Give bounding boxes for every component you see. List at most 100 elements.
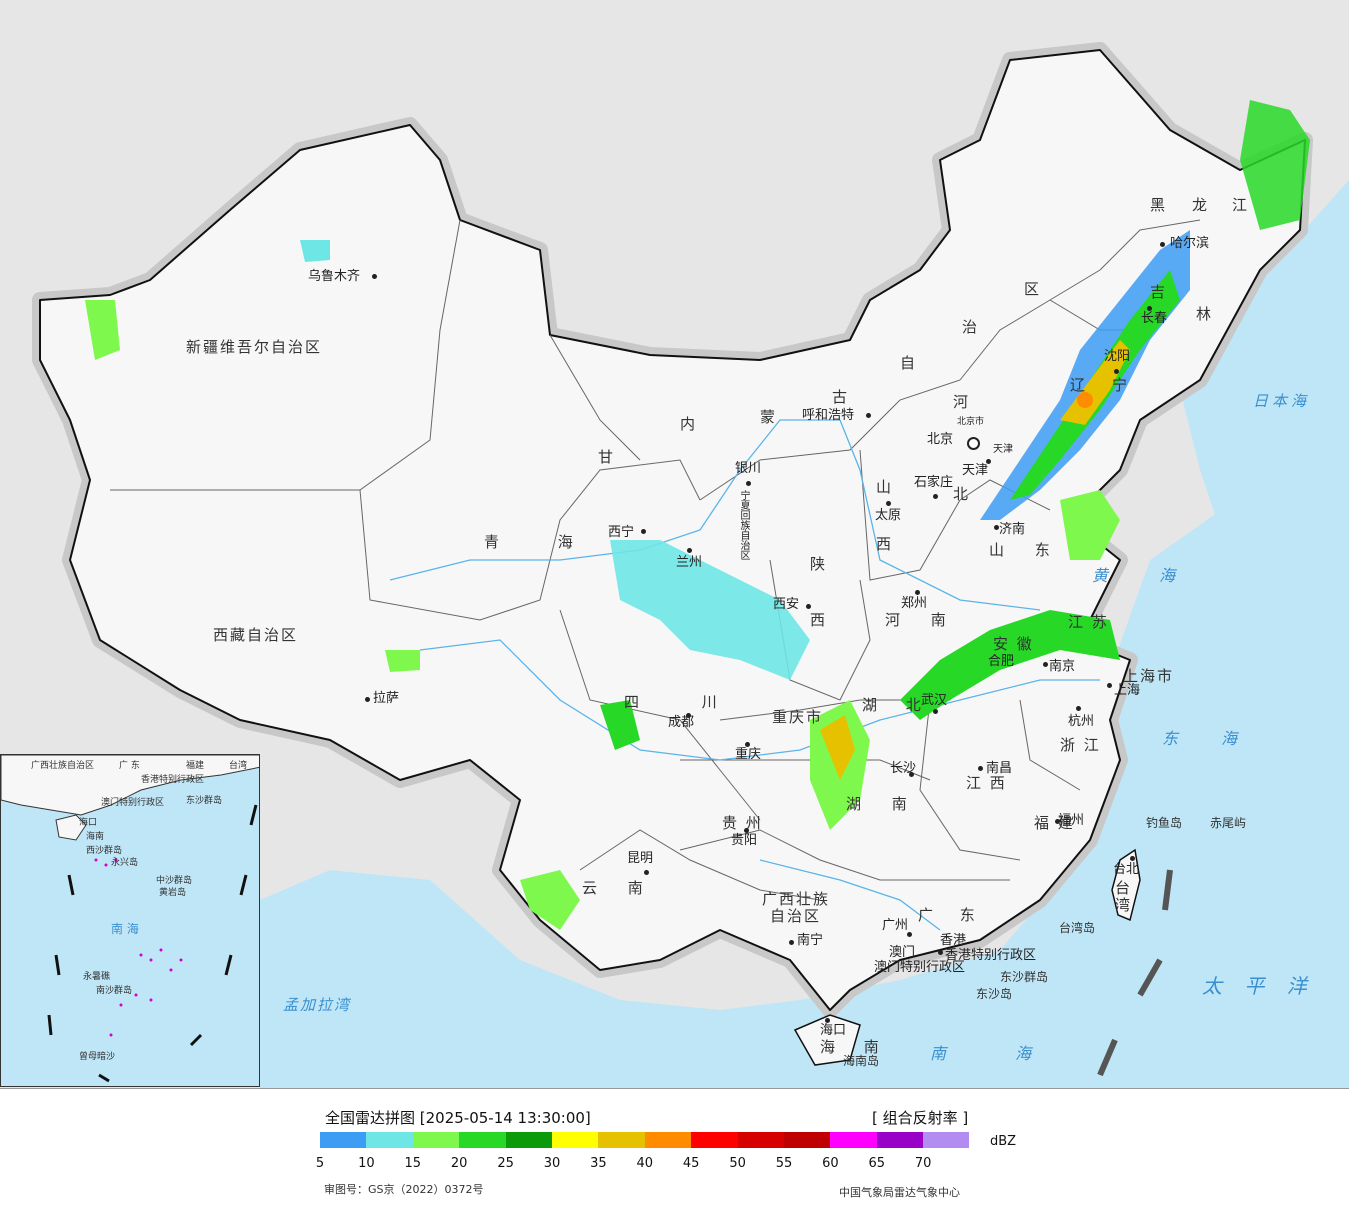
- province-label-heilongjiang-1: 黑: [1150, 196, 1168, 214]
- city-label-taipei: 台北: [1113, 862, 1140, 877]
- legend-swatch: [830, 1132, 877, 1148]
- city-dot-jinan: [994, 525, 999, 530]
- city-dot-shijiazhuang: [933, 494, 938, 499]
- city-dot-harbin: [1160, 242, 1165, 247]
- province-label-taiwan: 台湾: [1113, 880, 1131, 914]
- inset-label-hainan: 海南: [86, 832, 105, 842]
- province-label-xinjiang: 新疆维吾尔自治区: [186, 338, 323, 356]
- inset-label-guangxi: 广西壮族自治区: [31, 761, 95, 771]
- city-label-tianjin: 天津: [962, 463, 989, 478]
- inset-label-fujian: 福建: [186, 761, 205, 771]
- inset-label-haikou: 海口: [79, 818, 98, 828]
- legend-title: 全国雷达拼图 [2025-05-14 13:30:00]: [325, 1109, 591, 1127]
- inset-reefs: [94, 858, 183, 1037]
- inset-label-macau: 澳门特别行政区: [101, 798, 165, 808]
- inset-label-yongxing: 永兴岛: [111, 858, 139, 868]
- city-label-urumqi: 乌鲁木齐: [308, 269, 361, 284]
- province-label-gansu: 甘: [598, 448, 616, 466]
- province-label-jiangxi: 江 西: [966, 774, 1007, 792]
- city-label-changsha: 长沙: [890, 761, 917, 776]
- legend-swatch: [505, 1132, 552, 1148]
- city-label-harbin: 哈尔滨: [1170, 236, 1210, 251]
- city-label-shanghai-city: 上海: [1114, 683, 1141, 698]
- province-label-shanxi-2: 西: [876, 535, 894, 553]
- province-label-jilin-2: 林: [1196, 305, 1214, 323]
- sea-label-yellow: 黄 海: [1092, 566, 1184, 585]
- rivers: [389, 419, 1100, 931]
- island-label-dongsha-islands: 东沙群岛: [1000, 970, 1049, 984]
- city-dot-taipei: [1130, 856, 1135, 861]
- city-dot-guiyang: [744, 828, 749, 833]
- city-label-xining: 西宁: [608, 525, 635, 540]
- island-label-taiwan: 台湾岛: [1059, 921, 1096, 935]
- echo-northeast-band: [980, 230, 1190, 520]
- city-dot-yinchuan: [746, 481, 751, 486]
- legend-panel: 全国雷达拼图 [2025-05-14 13:30:00] [ 组合反射率 ] d…: [0, 1088, 1349, 1209]
- city-dot-nanning: [789, 940, 794, 945]
- island-label-diaoyu: 钓鱼岛: [1146, 816, 1183, 830]
- sea-label-south: 南 海: [930, 1044, 1040, 1063]
- province-label-xizang: 西藏自治区: [213, 626, 299, 644]
- province-label-shaanxi-2: 西: [810, 611, 828, 629]
- city-label-hefei: 合肥: [988, 654, 1015, 669]
- city-label-zhengzhou: 郑州: [901, 596, 928, 611]
- city-dot-hangzhou: [1076, 706, 1081, 711]
- echo-central-band: [900, 610, 1120, 720]
- inset-label-huangyan: 黄岩岛: [159, 888, 187, 898]
- province-label-hebei-1: 河: [953, 393, 971, 411]
- province-label-ningxia: 宁夏回族自治区: [738, 490, 749, 560]
- city-label-nanning: 南宁: [797, 933, 824, 948]
- province-label-guangxi-1: 广西壮族: [762, 890, 831, 908]
- province-label-jiangsu: 江 苏: [1068, 613, 1109, 631]
- city-label-kunming: 昆明: [627, 851, 654, 866]
- province-label-heilongjiang-2: 龙: [1192, 196, 1210, 214]
- city-label-hongkong: 香港: [940, 933, 967, 948]
- province-label-jilin-1: 吉: [1150, 283, 1168, 301]
- city-label-guangzhou: 广州: [882, 918, 909, 933]
- legend-tick: 45: [682, 1156, 700, 1171]
- province-label-guangdong: 广 东: [918, 906, 977, 924]
- province-label-heilongjiang-3: 江: [1232, 196, 1250, 214]
- city-label-shijiazhuang: 石家庄: [914, 475, 954, 490]
- city-label-lhasa: 拉萨: [373, 691, 400, 706]
- ocean-south: [260, 420, 1349, 1088]
- city-dot-xining: [641, 529, 646, 534]
- province-label-guangxi-2: 自治区: [770, 907, 822, 925]
- province-label-macau: 澳门特别行政区: [874, 960, 966, 975]
- province-label-neimenggu-5: 治: [962, 318, 980, 336]
- province-label-henan: 河 南: [885, 611, 948, 629]
- island-label-chiwei: 赤尾屿: [1210, 816, 1247, 830]
- city-label-tianjin-city: 天津: [993, 444, 1013, 455]
- legend-swatch: [598, 1132, 645, 1148]
- legend-swatch: [366, 1132, 413, 1148]
- province-label-shanxi-1: 山: [876, 478, 894, 496]
- echo-tibet: [385, 650, 420, 672]
- city-label-beijing: 北京: [927, 432, 954, 447]
- legend-tick: 30: [543, 1156, 561, 1171]
- city-dot-wuhan: [933, 709, 938, 714]
- echo-heilongjiang-east: [1240, 100, 1310, 230]
- city-label-xian: 西安: [773, 597, 800, 612]
- sea-label-pacific: 太 平 洋: [1202, 974, 1315, 998]
- city-label-chongqing: 重庆: [735, 747, 762, 762]
- map-canvas: [32, 42, 1349, 1088]
- province-label-zhejiang: 浙 江: [1060, 736, 1101, 754]
- province-label-anhui: 安 徽: [993, 635, 1034, 653]
- city-dot-hongkong: [938, 950, 943, 955]
- legend-swatch: [551, 1132, 599, 1148]
- province-label-chongqing: 重庆市: [772, 708, 824, 726]
- sea-label-bengal: 孟加拉湾: [283, 996, 352, 1014]
- legend-tick: 60: [822, 1156, 839, 1171]
- legend-tick: 25: [497, 1156, 514, 1171]
- echo-shandong: [1060, 490, 1120, 560]
- inset-label-xisha: 西沙群岛: [86, 846, 123, 856]
- city-label-hohhot: 呼和浩特: [802, 408, 855, 423]
- inset-dashes: [47, 804, 258, 1083]
- city-label-haikou: 海口: [820, 1023, 847, 1038]
- island-label-hainan: 海南岛: [843, 1054, 880, 1068]
- city-dot-tianjin: [986, 459, 991, 464]
- legend-tick: 55: [775, 1156, 793, 1171]
- city-label-taiyuan: 太原: [875, 508, 902, 523]
- province-label-sichuan: 四 川: [624, 693, 719, 711]
- province-label-liaoning-2: 宁: [1112, 376, 1130, 394]
